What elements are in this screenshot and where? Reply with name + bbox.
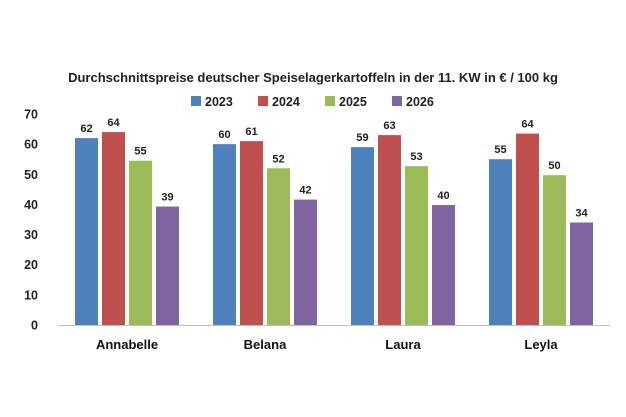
data-label: 61 (245, 126, 257, 138)
y-tick-label: 0 (31, 319, 38, 333)
y-tick-label: 10 (24, 288, 38, 302)
data-label: 34 (575, 208, 588, 220)
legend-swatch-2023 (191, 96, 201, 106)
data-label: 63 (383, 120, 395, 132)
legend-swatch-2025 (325, 96, 335, 106)
chart-title: Durchschnittspreise deutscher Speiselage… (68, 70, 558, 85)
plot-area: 62 64 55 39 60 61 52 42 59 63 53 40 55 64 50 34 (75, 117, 593, 325)
legend-label-2026: 2026 (406, 95, 434, 109)
y-axis: 0 10 20 30 40 50 60 70 (24, 108, 38, 333)
bar-annabelle-2026 (156, 206, 179, 325)
category-label-leyla: Leyla (524, 337, 558, 352)
bar-leyla-2024 (516, 133, 539, 325)
category-label-belana: Belana (244, 337, 287, 352)
legend-label-2024: 2024 (272, 95, 300, 109)
legend-swatch-2024 (258, 96, 268, 106)
category-label-laura: Laura (385, 337, 421, 352)
bar-belana-2025 (267, 168, 290, 325)
y-tick-label: 30 (24, 228, 38, 242)
bar-annabelle-2024 (102, 132, 125, 325)
y-tick-label: 60 (24, 138, 38, 152)
y-tick-label: 40 (24, 198, 38, 212)
data-label: 40 (437, 190, 449, 202)
bar-laura-2023 (351, 147, 374, 325)
data-label: 42 (299, 185, 311, 197)
data-label: 55 (494, 144, 506, 156)
legend-swatch-2026 (392, 96, 402, 106)
bar-annabelle-2025 (129, 160, 152, 325)
y-tick-label: 70 (24, 108, 38, 122)
y-tick-label: 20 (24, 258, 38, 272)
legend: 2023 2024 2025 2026 (191, 95, 434, 109)
bar-laura-2026 (432, 205, 455, 325)
data-label: 62 (80, 123, 92, 135)
legend-label-2025: 2025 (339, 95, 367, 109)
data-label: 64 (107, 117, 120, 129)
bar-laura-2024 (378, 135, 401, 325)
bar-belana-2023 (213, 144, 236, 325)
bar-laura-2025 (405, 166, 428, 325)
legend-label-2023: 2023 (205, 95, 233, 109)
data-label: 64 (521, 119, 534, 131)
data-label: 50 (548, 160, 560, 172)
bar-belana-2026 (294, 199, 317, 325)
bar-annabelle-2023 (75, 138, 98, 325)
bar-leyla-2023 (489, 159, 512, 325)
data-label: 52 (272, 153, 284, 165)
bar-leyla-2025 (543, 175, 566, 325)
category-label-annabelle: Annabelle (96, 337, 158, 352)
data-label: 53 (410, 151, 422, 163)
data-label: 59 (356, 132, 368, 144)
data-label: 39 (161, 192, 173, 204)
data-label: 55 (134, 146, 146, 158)
bar-leyla-2026 (570, 222, 593, 325)
y-tick-label: 50 (24, 168, 38, 182)
x-axis: Annabelle Belana Laura Leyla (58, 325, 610, 352)
bar-belana-2024 (240, 141, 263, 325)
data-label: 60 (218, 129, 230, 141)
